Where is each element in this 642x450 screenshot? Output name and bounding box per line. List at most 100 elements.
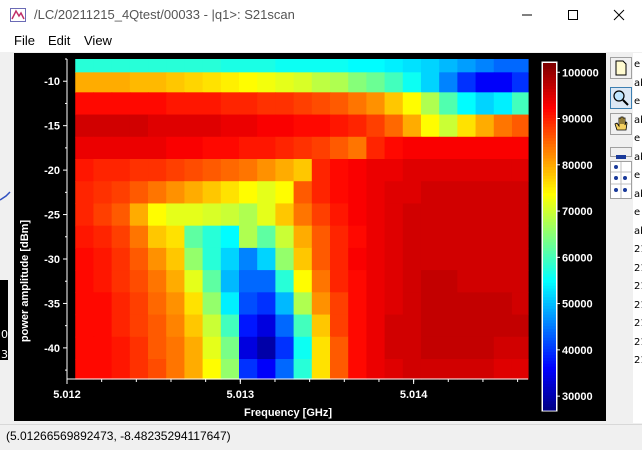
heatmap-cell[interactable] — [511, 270, 529, 293]
heatmap-cell[interactable] — [493, 314, 513, 338]
heatmap-cell[interactable] — [475, 359, 495, 380]
close-button[interactable] — [596, 0, 642, 30]
heatmap-cell[interactable] — [330, 225, 349, 249]
heatmap-cell[interactable] — [475, 225, 495, 249]
heatmap-cell[interactable] — [348, 136, 367, 160]
heatmap-cell[interactable] — [148, 136, 167, 160]
heatmap-cell[interactable] — [330, 72, 349, 93]
heatmap-cell[interactable] — [384, 247, 404, 271]
heatmap-cell[interactable] — [457, 136, 477, 160]
heatmap-cell[interactable] — [148, 270, 167, 293]
heatmap-cell[interactable] — [220, 92, 240, 116]
heatmap-cell[interactable] — [384, 114, 404, 138]
heatmap-cell[interactable] — [348, 336, 367, 360]
heatmap-cell[interactable] — [239, 359, 258, 380]
heatmap-cell[interactable] — [257, 247, 277, 271]
heatmap-cell[interactable] — [111, 225, 131, 249]
heatmap-cell[interactable] — [111, 59, 131, 73]
heatmap-cell[interactable] — [111, 247, 131, 271]
heatmap-cell[interactable] — [511, 159, 529, 182]
heatmap-cell[interactable] — [184, 159, 204, 182]
heatmap-cell[interactable] — [239, 114, 258, 138]
heatmap-cell[interactable] — [439, 359, 458, 380]
heatmap-cell[interactable] — [111, 203, 131, 227]
heatmap-cell[interactable] — [402, 225, 422, 249]
heatmap-cell[interactable] — [75, 92, 95, 116]
heatmap-cell[interactable] — [475, 292, 495, 316]
heatmap-cell[interactable] — [366, 359, 386, 380]
heatmap-cell[interactable] — [75, 359, 95, 380]
heatmap-cell[interactable] — [239, 136, 258, 160]
heatmap-cell[interactable] — [148, 59, 167, 73]
heatmap-cell[interactable] — [330, 247, 349, 271]
heatmap-cell[interactable] — [439, 136, 458, 160]
menu-file[interactable]: File — [14, 33, 35, 48]
heatmap-cell[interactable] — [311, 181, 331, 205]
heatmap-cell[interactable] — [166, 92, 186, 116]
heatmap-cell[interactable] — [366, 336, 386, 360]
heatmap-cell[interactable] — [202, 159, 222, 182]
heatmap-cell[interactable] — [348, 72, 367, 93]
heatmap-cell[interactable] — [348, 359, 367, 380]
heatmap-cell[interactable] — [129, 181, 149, 205]
heatmap-cell[interactable] — [420, 72, 440, 93]
heatmap-cell[interactable] — [511, 359, 529, 380]
heatmap-cell[interactable] — [220, 203, 240, 227]
heatmap-cell[interactable] — [384, 59, 404, 73]
heatmap-cell[interactable] — [348, 114, 367, 138]
heatmap-cell[interactable] — [148, 314, 167, 338]
heatmap-cell[interactable] — [511, 92, 529, 116]
heatmap-cell[interactable] — [439, 92, 458, 116]
heatmap-cell[interactable] — [384, 72, 404, 93]
heatmap-cell[interactable] — [202, 359, 222, 380]
heatmap-cell[interactable] — [257, 359, 277, 380]
heatmap-cell[interactable] — [239, 336, 258, 360]
heatmap-cell[interactable] — [148, 336, 167, 360]
heatmap-cell[interactable] — [384, 336, 404, 360]
heatmap-cell[interactable] — [75, 225, 95, 249]
zoom-button[interactable] — [610, 87, 632, 109]
heatmap-cell[interactable] — [366, 159, 386, 182]
heatmap-cell[interactable] — [511, 136, 529, 160]
heatmap-cell[interactable] — [384, 270, 404, 293]
heatmap-cell[interactable] — [220, 270, 240, 293]
heatmap-cell[interactable] — [493, 72, 513, 93]
heatmap-cell[interactable] — [293, 72, 313, 93]
heatmap-cell[interactable] — [75, 59, 95, 73]
heatmap-cell[interactable] — [420, 336, 440, 360]
heatmap-cell[interactable] — [348, 270, 367, 293]
heatmap-cell[interactable] — [293, 336, 313, 360]
heatmap-cell[interactable] — [275, 225, 295, 249]
heatmap-cell[interactable] — [348, 92, 367, 116]
heatmap-cell[interactable] — [184, 292, 204, 316]
heatmap-cell[interactable] — [166, 270, 186, 293]
heatmap-cell[interactable] — [511, 114, 529, 138]
heatmap-cell[interactable] — [402, 59, 422, 73]
minimize-button[interactable] — [504, 0, 550, 30]
heatmap-cell[interactable] — [275, 314, 295, 338]
heatmap-cell[interactable] — [148, 72, 167, 93]
heatmap-cell[interactable] — [111, 136, 131, 160]
heatmap-cell[interactable] — [166, 292, 186, 316]
heatmap-cell[interactable] — [202, 292, 222, 316]
heatmap-cell[interactable] — [275, 136, 295, 160]
heatmap-cell[interactable] — [402, 203, 422, 227]
heatmap-cell[interactable] — [220, 114, 240, 138]
heatmap-cell[interactable] — [220, 247, 240, 271]
heatmap-cell[interactable] — [348, 247, 367, 271]
heatmap-cell[interactable] — [111, 181, 131, 205]
heatmap-cell[interactable] — [475, 336, 495, 360]
heatmap-cell[interactable] — [202, 72, 222, 93]
heatmap-cell[interactable] — [493, 270, 513, 293]
heatmap-cell[interactable] — [330, 59, 349, 73]
heatmap-cell[interactable] — [166, 247, 186, 271]
heatmap-cell[interactable] — [184, 92, 204, 116]
heatmap-cell[interactable] — [75, 136, 95, 160]
heatmap-cell[interactable] — [93, 314, 113, 338]
heatmap-cell[interactable] — [420, 247, 440, 271]
heatmap-cell[interactable] — [366, 247, 386, 271]
heatmap-cell[interactable] — [348, 225, 367, 249]
heatmap-cell[interactable] — [129, 59, 149, 73]
heatmap-cell[interactable] — [402, 336, 422, 360]
heatmap-cell[interactable] — [202, 203, 222, 227]
